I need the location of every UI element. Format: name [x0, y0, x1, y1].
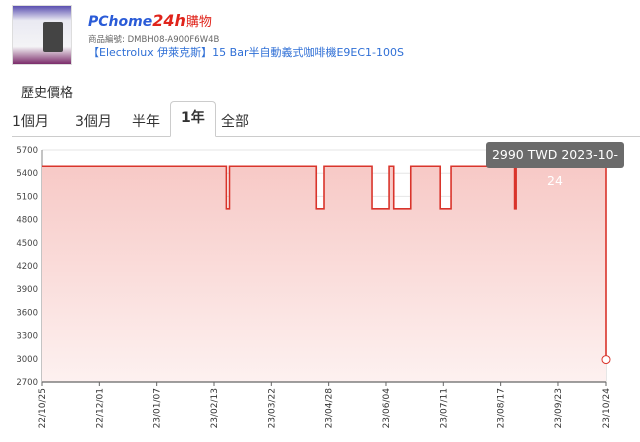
tab-3-months[interactable]: 3個月 [75, 114, 112, 130]
tooltip: 2990 TWD 2023-10-24 [486, 142, 624, 188]
x-tick-label: 23/01/07 [153, 388, 163, 428]
x-tick-label: 23/02/13 [210, 388, 220, 428]
pchome-logo[interactable]: PChome24h購物 [88, 11, 212, 30]
logo-suffix: 購物 [185, 15, 212, 30]
x-tick-label: 23/10/24 [602, 388, 612, 429]
logo-brand: PChome [88, 14, 153, 30]
y-tick-label: 5400 [16, 169, 38, 179]
x-tick-label: 23/09/23 [554, 388, 564, 428]
y-tick-label: 3300 [16, 332, 38, 342]
y-tick-label: 5700 [16, 146, 38, 156]
y-tick-label: 2700 [16, 378, 38, 388]
x-tick-label: 23/06/04 [382, 388, 392, 429]
y-tick-label: 3600 [16, 308, 38, 318]
x-tick-label: 23/08/17 [497, 388, 507, 428]
price-area [42, 166, 606, 382]
sku-value: DMBH08-A900F6W4B [127, 35, 220, 45]
x-tick-label: 22/10/25 [38, 388, 48, 428]
x-tick-label: 23/04/28 [325, 388, 335, 429]
coffee-machine-picture [43, 22, 63, 52]
tab-1-month[interactable]: 1個月 [12, 114, 49, 130]
sku-label: 商品編號: [88, 35, 125, 45]
y-tick-label: 3000 [16, 355, 38, 365]
product-title-link[interactable]: 【Electrolux 伊萊克斯】15 Bar半自動義式咖啡機E9EC1-100… [88, 46, 405, 59]
logo-24h: 24h [152, 11, 186, 30]
y-tick-label: 3900 [16, 285, 38, 295]
y-tick-label: 4500 [16, 239, 38, 249]
x-tick-label: 23/07/11 [439, 388, 449, 428]
x-tick-label: 22/12/01 [95, 388, 105, 428]
tab-1-year[interactable]: 1年 [170, 101, 216, 137]
y-tick-label: 5100 [16, 192, 38, 202]
product-image[interactable] [12, 5, 72, 65]
range-tabs: 1個月 3個月 半年 1年 全部 [12, 101, 640, 137]
history-title: 歷史價格 [21, 86, 74, 101]
y-tick-label: 4800 [16, 216, 38, 226]
tab-all[interactable]: 全部 [221, 114, 249, 130]
x-tick-label: 23/03/22 [267, 388, 277, 428]
tab-half-year[interactable]: 半年 [132, 114, 160, 130]
sku: 商品編號: DMBH08-A900F6W4B [88, 33, 219, 45]
highlight-point [601, 355, 611, 365]
price-line [42, 165, 607, 360]
y-tick-label: 4200 [16, 262, 38, 272]
